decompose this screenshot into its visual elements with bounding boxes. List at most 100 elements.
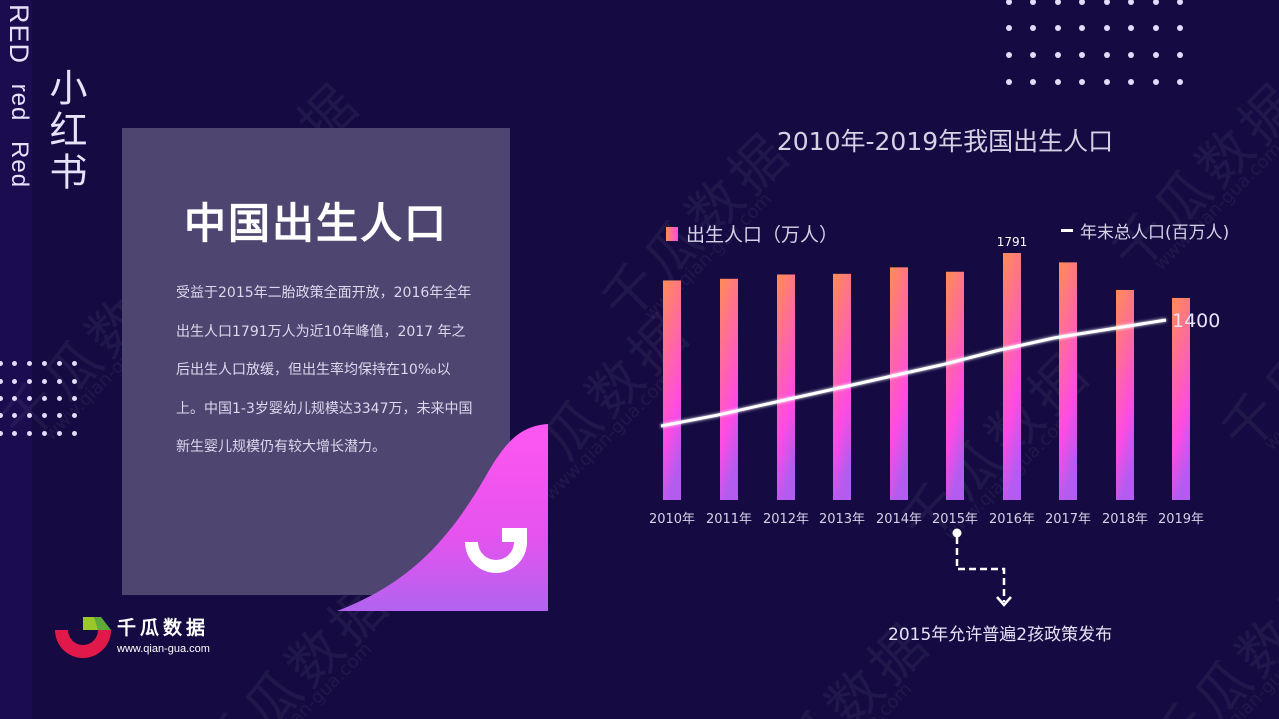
decorative-dot — [1104, 0, 1110, 5]
decorative-dot — [1079, 79, 1085, 85]
line-end-label: 1400 — [1172, 310, 1220, 332]
decorative-dot — [0, 396, 3, 401]
brand-en-line-2: red — [6, 83, 33, 122]
bar — [720, 278, 738, 500]
decorative-dot — [1055, 25, 1061, 31]
decorative-dot — [0, 431, 3, 436]
decorative-dot — [57, 361, 62, 366]
decorative-dot — [27, 379, 32, 384]
population-line — [660, 318, 1167, 428]
bar-series — [663, 253, 1190, 500]
decorative-dot — [1128, 0, 1134, 5]
decorative-dot — [1177, 52, 1183, 58]
legend-label-births: 出生人口（万人） — [686, 224, 839, 246]
bar — [890, 267, 908, 500]
brand-chinese-vertical: 小红书 — [43, 68, 87, 194]
data-labels: 1791 1400 — [997, 235, 1221, 332]
decorative-dot — [27, 413, 32, 418]
legend-bar-swatch-icon — [666, 226, 678, 241]
x-axis-tick-label: 2011年 — [706, 512, 752, 527]
panel-title: 中国出生人口 — [183, 199, 448, 248]
decorative-dot — [1128, 52, 1134, 58]
decorative-dot — [72, 431, 77, 436]
decorative-dot — [57, 379, 62, 384]
decorative-dot — [1006, 25, 1012, 31]
bar — [1116, 289, 1134, 500]
decorative-dot — [42, 379, 47, 384]
legend-item-births: 出生人口（万人） — [666, 220, 838, 247]
qiangua-logo-white-icon — [465, 528, 527, 573]
decorative-dot — [1153, 0, 1159, 5]
decorative-dot — [72, 413, 77, 418]
decorative-dot — [0, 413, 3, 418]
decorative-dot — [42, 396, 47, 401]
x-axis-tick-label: 2018年 — [1102, 512, 1148, 527]
decorative-dot — [12, 379, 17, 384]
bar — [1059, 262, 1077, 500]
bar — [946, 271, 964, 500]
bar — [663, 280, 681, 500]
brand-english-vertical: RED red Red — [3, 4, 34, 188]
decorative-dot — [1079, 52, 1085, 58]
legend-label-population: 年末总人口(百万人) — [1080, 223, 1230, 243]
footer-brand-name: 千瓜数据 — [117, 617, 210, 639]
x-axis-tick-label: 2017年 — [1045, 512, 1091, 527]
decorative-dot — [12, 413, 17, 418]
chart-title: 2010年-2019年我国出生人口 — [776, 127, 1114, 156]
decorative-dot — [1104, 25, 1110, 31]
x-axis-tick-label: 2016年 — [989, 512, 1035, 527]
summary-panel: 中国出生人口 受益于2015年二胎政策全面开放，2016年全年出生人口1791万… — [122, 128, 510, 595]
decorative-dot — [1030, 52, 1036, 58]
policy-annotation: 2015年允许普遍2孩政策发布 — [888, 625, 1113, 645]
qiangua-logo-icon — [55, 617, 111, 658]
decorative-dot — [27, 361, 32, 366]
decorative-dot — [1153, 79, 1159, 85]
decorative-dot — [72, 361, 77, 366]
decorative-dot — [0, 379, 3, 384]
decorative-dot — [1153, 25, 1159, 31]
brand-en-line-3: Red — [6, 141, 33, 189]
legend-item-population: 年末总人口(百万人) — [1061, 218, 1229, 243]
decorative-dot — [1177, 0, 1183, 5]
x-axis-tick-label: 2015年 — [932, 512, 978, 527]
decorative-dot — [1006, 0, 1012, 5]
decorative-dot — [1006, 52, 1012, 58]
annotation-connector-arrow-icon — [952, 528, 1012, 607]
decorative-dot — [72, 379, 77, 384]
bar — [777, 274, 795, 500]
decorative-dot — [42, 413, 47, 418]
decorative-dot — [0, 361, 3, 366]
footer-url: www.qian-gua.com — [117, 643, 210, 655]
decorative-dot — [1177, 25, 1183, 31]
x-axis-tick-label: 2013年 — [819, 512, 865, 527]
decorative-dot — [12, 361, 17, 366]
decorative-dot — [57, 396, 62, 401]
decorative-dot — [1079, 0, 1085, 5]
bar — [1172, 297, 1190, 500]
decorative-dot — [12, 431, 17, 436]
bar-data-label: 1791 — [997, 235, 1028, 249]
bar — [1003, 253, 1021, 500]
decorative-dot — [42, 431, 47, 436]
legend-line-swatch-icon — [1061, 229, 1073, 232]
decorative-dot — [1104, 52, 1110, 58]
brand-en-line-1: RED — [4, 4, 34, 65]
decorative-dot — [1006, 79, 1012, 85]
x-axis-tick-label: 2019年 — [1158, 512, 1204, 527]
left-accent-stripe — [0, 0, 32, 719]
decorative-dot — [1153, 52, 1159, 58]
x-axis-tick-label: 2010年 — [649, 512, 695, 527]
decorative-dot — [27, 431, 32, 436]
x-axis-tick-label: 2012年 — [763, 512, 809, 527]
decorative-dot — [72, 396, 77, 401]
decorative-dot — [1079, 25, 1085, 31]
decorative-dot — [1055, 52, 1061, 58]
decorative-dot — [42, 361, 47, 366]
decorative-dot — [57, 413, 62, 418]
decorative-dot — [1030, 79, 1036, 85]
decorative-dot — [1128, 79, 1134, 85]
decorative-dot — [1055, 0, 1061, 5]
decorative-dot — [1104, 79, 1110, 85]
x-axis-labels: 2010年 2011年 2012年 2013年 2014年 2015年 2016年 2017年… — [649, 512, 1204, 527]
